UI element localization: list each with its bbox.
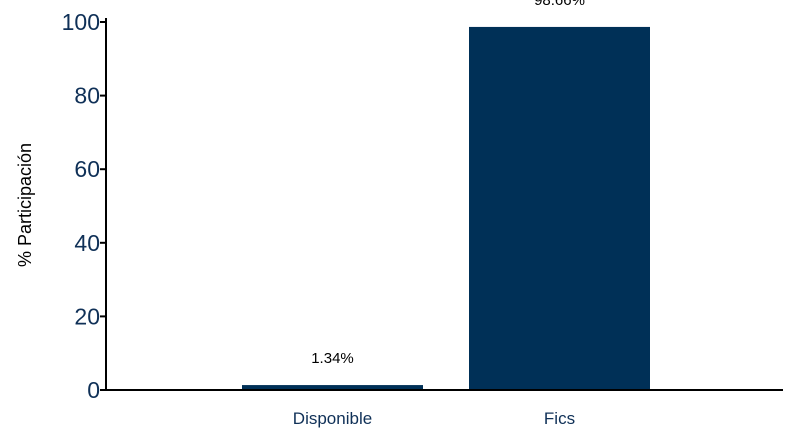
y-tick-label: 60 bbox=[74, 156, 100, 182]
y-tick-label: 100 bbox=[62, 9, 100, 35]
y-tick-label: 40 bbox=[74, 230, 100, 256]
bars-group bbox=[242, 26, 650, 390]
data-label-fics: 98.66% bbox=[534, 0, 585, 9]
y-tick-label: 20 bbox=[74, 303, 100, 329]
x-axis-ticks: Disponible Fics bbox=[293, 409, 575, 428]
data-labels-group: 1.34% 98.66% bbox=[311, 0, 585, 367]
y-axis-ticks: 0 20 40 60 80 100 bbox=[62, 9, 106, 403]
bar-fics bbox=[469, 26, 650, 390]
data-label-disponible: 1.34% bbox=[311, 350, 354, 367]
x-tick-label-disponible: Disponible bbox=[293, 409, 372, 428]
y-tick-label: 80 bbox=[74, 83, 100, 109]
y-tick-label: 0 bbox=[87, 377, 100, 403]
y-axis-label: % Participación bbox=[15, 143, 35, 267]
bar-disponible bbox=[242, 385, 423, 390]
x-tick-label-fics: Fics bbox=[544, 409, 575, 428]
